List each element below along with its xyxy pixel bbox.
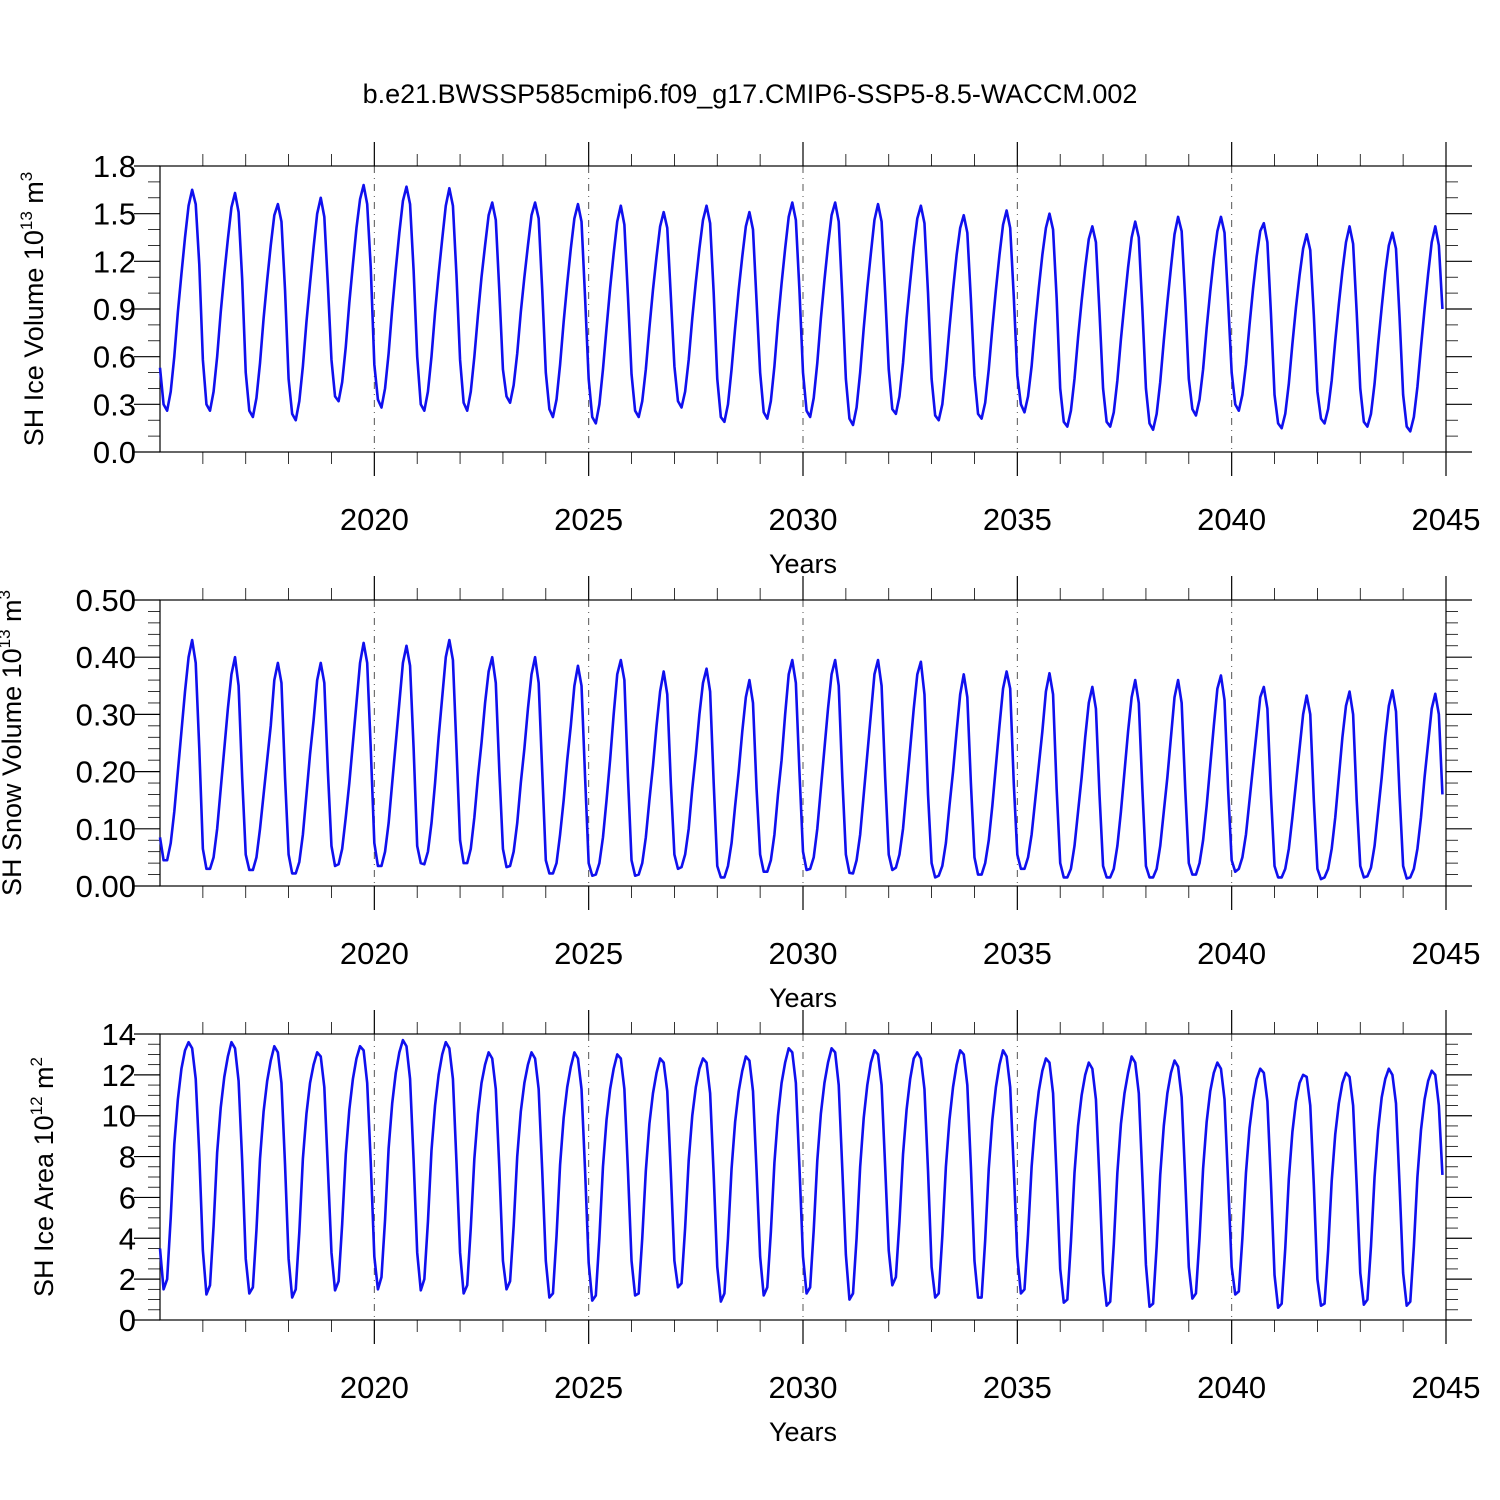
y-axis-label-ice-area-main: SH Ice Area 10 [29,1115,59,1297]
x-axis-label-snow-volume: Years [769,983,837,1013]
ice-volume-x-tick-label: 2040 [1197,502,1266,537]
snow-volume-y-tick-label: 0.30 [76,697,136,732]
snow-volume-x-tick-label: 2020 [340,936,409,971]
ice-area-y-tick-label: 8 [119,1140,136,1175]
y-axis-label-snow-volume-unit: m [0,599,27,629]
snow-volume-y-tick-label: 0.50 [76,583,136,618]
ice-area-x-tick-label: 2035 [983,1370,1052,1405]
ice-area-x-tick-label: 2045 [1412,1370,1481,1405]
panel-ice-volume: SH Ice Volume 1013 m3 Years 2020 2025 2030… [17,142,1480,579]
y-axis-label-ice-volume-main: SH Ice Volume 10 [19,230,49,446]
y-axis-label-ice-area-unit: m [29,1066,59,1096]
ice-volume-x-tick-label: 2025 [554,502,623,537]
ice-volume-x-tick-label: 2020 [340,502,409,537]
ice-area-x-tick-label: 2025 [554,1370,623,1405]
ice-volume-y-tick-label: 0.0 [93,435,136,470]
x-axis-label-ice-volume: Years [769,549,837,579]
ice-area-y-tick-label: 4 [119,1221,136,1256]
ice-area-series-line [158,1038,1444,1310]
y-axis-label-ice-volume: SH Ice Volume 1013 m3 [17,172,49,447]
y-axis-label-snow-volume-unit-exp: 3 [0,590,14,599]
y-axis-label-ice-area-exp: 12 [27,1096,46,1115]
ice-volume-y-tick-label: 0.9 [93,292,136,327]
ice-area-y-tick-label: 14 [102,1017,136,1052]
y-axis-label-snow-volume: SH Snow Volume 1013 m3 [0,590,27,896]
ice-volume-y-tick-label: 0.6 [93,340,136,375]
snow-volume-y-tick-label: 0.10 [76,812,136,847]
ice-volume-y-tick-label: 1.2 [93,244,136,279]
y-axis-label-ice-area-unit-exp: 2 [27,1057,46,1066]
snow-volume-x-tick-label: 2045 [1412,936,1481,971]
y-axis-label-ice-volume-unit-exp: 3 [17,172,36,181]
ice-area-y-tick-label: 2 [119,1262,136,1297]
snow-volume-series-line [158,638,1444,881]
snow-volume-x-tick-label: 2030 [769,936,838,971]
y-axis-label-ice-volume-exp: 13 [17,211,36,230]
ice-volume-y-tick-label: 0.3 [93,387,136,422]
y-axis-label-ice-volume-unit: m [19,181,49,211]
ice-area-y-tick-label: 6 [119,1180,136,1215]
snow-volume-y-tick-label: 0.20 [76,755,136,790]
ice-volume-y-tick-label: 1.8 [93,149,136,184]
figure-title: b.e21.BWSSP585cmip6.f09_g17.CMIP6-SSP5-8… [363,79,1138,109]
snow-volume-y-tick-label: 0.00 [76,869,136,904]
ice-volume-series-line [158,183,1444,433]
panel-snow-volume: SH Snow Volume 1013 m3 Years 2020 2025 203… [0,576,1480,1013]
ice-area-x-tick-label: 2030 [769,1370,838,1405]
y-axis-label-ice-area: SH Ice Area 1012 m2 [27,1057,59,1297]
ice-area-y-tick-label: 12 [102,1058,136,1093]
ice-area-x-tick-label: 2040 [1197,1370,1266,1405]
ice-area-x-tick-label: 2020 [340,1370,409,1405]
y-axis-label-snow-volume-main: SH Snow Volume 10 [0,648,27,896]
ice-volume-x-tick-label: 2045 [1412,502,1481,537]
ice-area-y-tick-label: 10 [102,1099,136,1134]
ice-volume-x-tick-label: 2030 [769,502,838,537]
snow-volume-x-tick-label: 2025 [554,936,623,971]
ice-area-y-tick-label: 0 [119,1303,136,1338]
x-axis-label-ice-area: Years [769,1417,837,1447]
snow-volume-y-tick-label: 0.40 [76,640,136,675]
ice-volume-y-tick-label: 1.5 [93,197,136,232]
snow-volume-x-tick-label: 2035 [983,936,1052,971]
ice-volume-x-tick-label: 2035 [983,502,1052,537]
snow-volume-x-tick-label: 2040 [1197,936,1266,971]
y-axis-label-snow-volume-exp: 13 [0,629,14,648]
panel-ice-area: SH Ice Area 1012 m2 Years 2020 2025 2030 20… [27,1010,1480,1447]
